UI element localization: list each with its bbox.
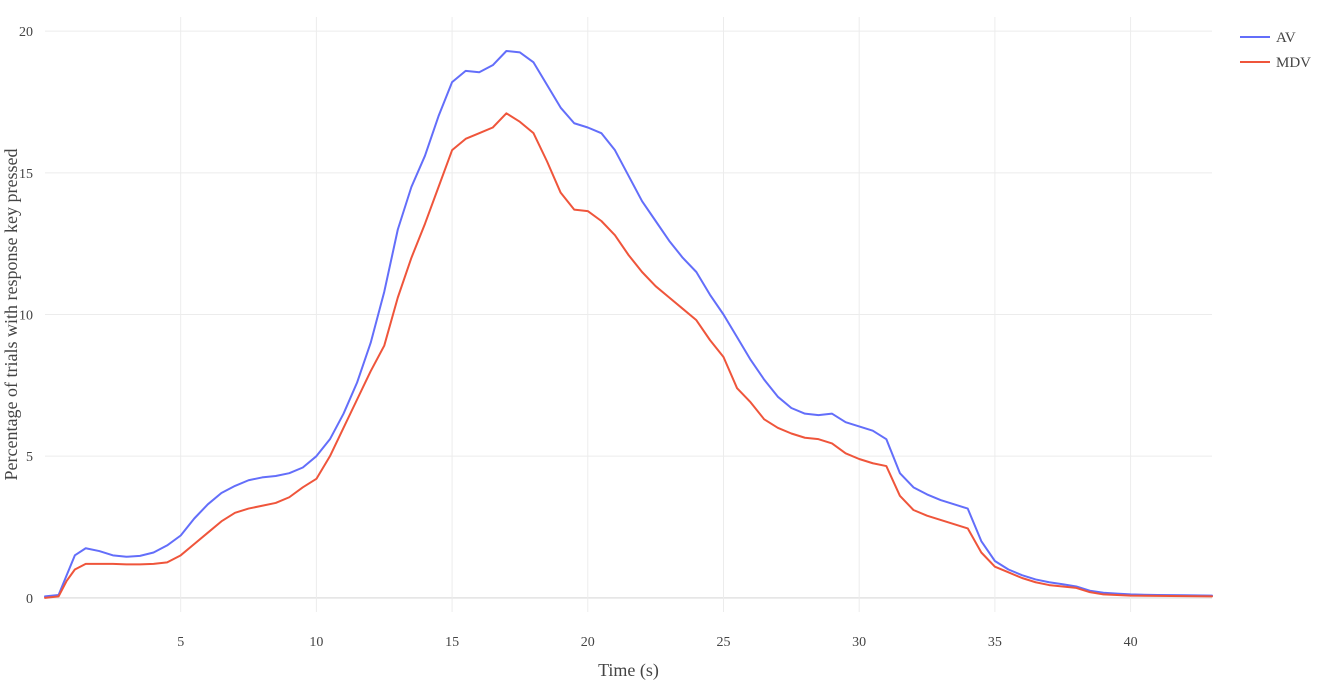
- legend-label: MDV: [1276, 55, 1311, 71]
- x-axis-title: Time (s): [598, 660, 659, 680]
- legend[interactable]: AV MDV: [1240, 30, 1311, 71]
- series-lines: [44, 50, 1213, 599]
- y-axis-title: Percentage of trials with response key p…: [1, 149, 21, 481]
- legend-label: AV: [1276, 30, 1296, 46]
- x-tick-label: 5: [177, 635, 184, 650]
- x-tick-label: 35: [988, 635, 1002, 650]
- y-tick-label: 20: [19, 25, 33, 40]
- y-tick-label: 5: [26, 450, 33, 465]
- x-tick-label: 25: [716, 635, 730, 650]
- legend-item-av[interactable]: AV: [1240, 30, 1296, 46]
- tick-labels: 0 5 10 15 20 5 10 15 20 25 30 35 40: [19, 25, 1138, 650]
- series-line-av[interactable]: [44, 50, 1213, 598]
- x-tick-label: 15: [445, 635, 459, 650]
- x-tick-label: 40: [1124, 635, 1138, 650]
- y-tick-label: 0: [26, 592, 33, 607]
- grid-lines: [45, 17, 1212, 612]
- x-tick-label: 20: [581, 635, 595, 650]
- legend-item-mdv[interactable]: MDV: [1240, 55, 1311, 71]
- series-line-mdv[interactable]: [44, 112, 1213, 599]
- y-tick-label: 15: [19, 167, 33, 182]
- x-tick-label: 30: [852, 635, 866, 650]
- x-tick-label: 10: [309, 635, 323, 650]
- y-tick-label: 10: [19, 309, 33, 324]
